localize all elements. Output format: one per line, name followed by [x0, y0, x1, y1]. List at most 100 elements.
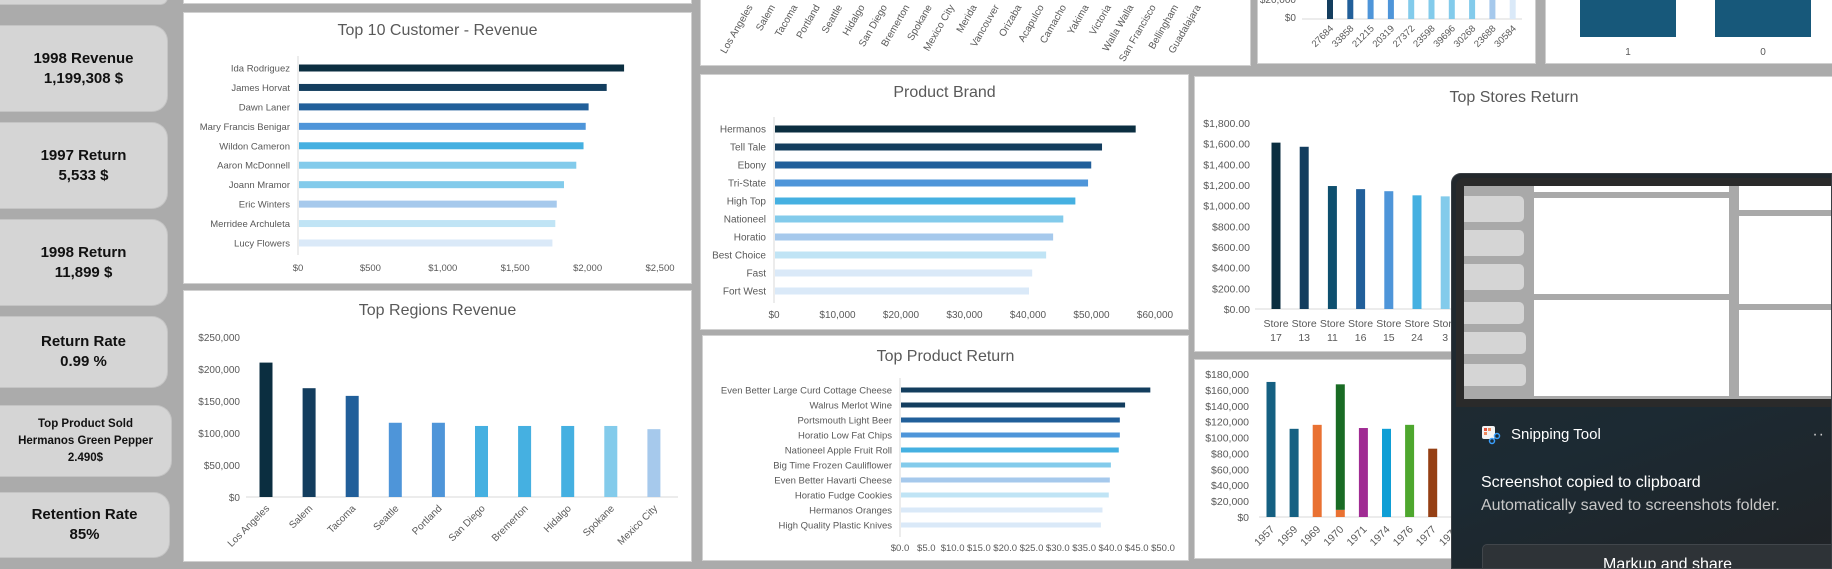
category-label: Lucy Flowers [234, 239, 290, 250]
tick-label: $30.0 [1046, 543, 1070, 554]
bar [1358, 428, 1368, 517]
category-label: 1959 [1275, 524, 1300, 549]
more-options-icon[interactable]: ·· [1812, 426, 1825, 443]
bar [775, 143, 1103, 151]
category-label: Even Better Large Curd Cottage Cheese [721, 386, 892, 397]
category-label: Nationeel [724, 215, 766, 226]
bar [388, 422, 402, 497]
category-label: Merridee Archuleta [210, 219, 290, 230]
tick-label: $1,800.00 [1203, 118, 1250, 130]
tick-label: $50,000 [204, 461, 241, 472]
kpi-1998-return: 1998 Return 11,899 $ [0, 219, 168, 306]
category-label: Store 13 [1292, 318, 1317, 344]
bar [299, 161, 577, 169]
bar [775, 197, 1076, 205]
bar [299, 122, 586, 130]
category-label: Eric Winters [239, 200, 290, 211]
tick-label: $10.0 [941, 543, 965, 554]
tick-label: $0.00 [1224, 304, 1250, 316]
category-label: Best Choice [712, 251, 766, 262]
bar [299, 181, 564, 189]
category-label: High Top [727, 197, 767, 208]
chart-svg: $0 $20,000 $40,000 $60,000 $80,000 $100,000 $1… [1205, 369, 1825, 549]
tick-label: $200,000 [198, 365, 240, 376]
kpi-label: Top Product Sold [38, 417, 133, 430]
category-label: Los Angeles [226, 503, 272, 549]
category-label: Big Time Frozen Cauliflower [773, 461, 892, 472]
tick-label: $30,000 [946, 310, 983, 321]
kpi-label: Retention Rate [31, 506, 138, 523]
bar [1715, 0, 1811, 37]
chart-title: Top Product Return [876, 348, 1015, 365]
bar [775, 233, 1054, 241]
tick-label: $20,000 [1260, 0, 1297, 6]
notification-app-name: Snipping Tool [1511, 425, 1601, 443]
category-label: Nationeel Apple Fruit Roll [785, 446, 892, 457]
snipping-tool-notification[interactable]: Snipping Tool ·· Screenshot copied to cl… [1451, 173, 1832, 569]
tick-label: $5.0 [917, 543, 936, 554]
category-label: Mexico City [616, 503, 660, 547]
category-label: Horatio [734, 233, 767, 244]
bar [299, 200, 557, 208]
kpi-top-product-sold: Top Product Sold Hermanos Green Pepper 2… [0, 405, 172, 477]
tick-label: $60,000 [1211, 464, 1249, 476]
bar [775, 251, 1047, 259]
category-label: Tri-State [728, 179, 766, 190]
chart-panel-partial-top-left [183, 0, 692, 4]
kpi-label: Return Rate [40, 333, 126, 350]
tick-label: $150,000 [198, 397, 240, 408]
bar [1335, 384, 1345, 510]
bar [299, 220, 556, 228]
category-label: 1977 [1414, 524, 1439, 549]
bar [1408, 0, 1415, 19]
bar [1469, 0, 1476, 19]
kpi-value: 5,533 $ [58, 166, 109, 184]
tick-label: $2,000 [573, 263, 602, 274]
category-label: Seattle [372, 503, 402, 533]
category-label: 1970 [1321, 524, 1346, 549]
category-label: Even Better Havarti Cheese [774, 476, 892, 487]
tick-label: $60,000 [1137, 310, 1174, 321]
tick-label: $45.0 [1125, 543, 1149, 554]
category-label: Ida Rodriguez [231, 64, 290, 75]
bar [1266, 381, 1276, 517]
chart-top-10-customer-revenue: Top 10 Customer - Revenue Ida Rodriguez J… [183, 12, 692, 284]
tick-label: $1,000 [428, 263, 457, 274]
bar [901, 417, 1120, 423]
bar [901, 432, 1120, 438]
chart-svg: Hermanos Tell Tale Ebony Tri-State High Top N… [712, 117, 1174, 321]
category-label: 30268 [1452, 23, 1478, 49]
bar [604, 425, 618, 497]
category-label: Ebony [738, 161, 766, 172]
tick-label: $160,000 [1205, 385, 1249, 397]
bar [775, 287, 1029, 295]
markup-and-share-button[interactable]: Markup and share [1482, 544, 1831, 568]
category-label: James Horvat [231, 83, 290, 94]
screenshot-thumbnail[interactable] [1456, 178, 1831, 407]
tick-label: $40,000 [1010, 310, 1047, 321]
bar [1428, 448, 1438, 517]
kpi-retention-rate: Retention Rate 85% [0, 492, 170, 558]
notification-title: Screenshot copied to clipboard [1481, 474, 1701, 491]
chart-svg: $20,000$02768433858212152031927372235983… [1260, 0, 1522, 50]
tick-label: $100,000 [198, 429, 240, 440]
category-label: 1 [1625, 47, 1631, 58]
tick-label: $20,000 [883, 310, 920, 321]
category-label: 27372 [1391, 23, 1417, 49]
tick-label: $1,400.00 [1203, 159, 1250, 171]
category-label: 0 [1760, 47, 1766, 58]
bar [901, 462, 1111, 468]
bar [1312, 424, 1322, 517]
bar [901, 387, 1151, 393]
chart-svg: Even Better Large Curd Cottage Cheese Wal… [721, 378, 1175, 554]
category-label: Tell Tale [730, 143, 766, 154]
bar [1299, 146, 1309, 309]
category-label: 30584 [1492, 23, 1518, 49]
category-label: Salem [754, 3, 778, 33]
category-label: 1971 [1345, 524, 1370, 549]
category-label: Hermanos [720, 125, 766, 136]
tick-label: $2,500 [645, 263, 674, 274]
notification-message: Automatically saved to screenshots folde… [1481, 497, 1780, 514]
chart-title: Product Brand [893, 84, 996, 101]
